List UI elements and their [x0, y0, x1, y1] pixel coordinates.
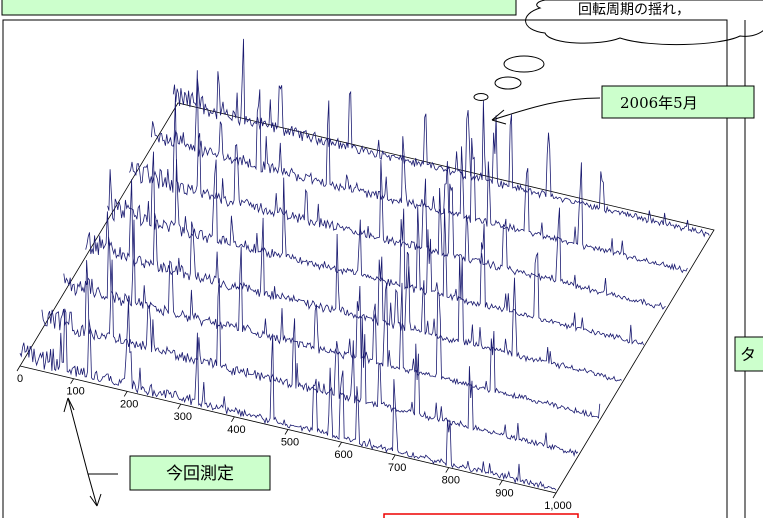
base-plane: [19, 102, 715, 494]
axis-tick-label: 900: [495, 487, 513, 499]
current-callout-text: 今回測定: [166, 464, 234, 484]
red-box: [383, 513, 579, 518]
axis-tick: [552, 492, 557, 499]
axis-tick: [391, 454, 396, 461]
top-box: [1, 0, 517, 16]
axis-tick-label: 300: [174, 411, 192, 423]
axis-tick: [231, 416, 235, 423]
axis-tick-label: 1,000: [544, 500, 572, 512]
cloud: [525, 0, 763, 46]
axis-tick-label: 400: [227, 424, 245, 436]
axis-tick-label: 800: [442, 475, 460, 487]
axis-tick-label: 0: [17, 373, 23, 385]
spectrum-trace: [107, 151, 644, 346]
spectrum-trace: [63, 219, 601, 419]
spectrum-trace: [41, 259, 579, 458]
axis-tick: [177, 403, 182, 410]
axis-tick: [445, 467, 450, 473]
current-arrow: [63, 397, 118, 507]
axis-tick-label: 200: [120, 398, 138, 410]
axis-tick: [16, 365, 21, 372]
axis-tick: [338, 441, 342, 448]
axis-tick-label: 700: [388, 462, 406, 474]
side-label: タ: [740, 345, 756, 364]
axis-tick-label: 600: [334, 449, 352, 461]
date-arrow: [491, 97, 601, 125]
axis-tick: [284, 429, 289, 435]
side-box: [734, 336, 763, 372]
date-callout: [601, 85, 755, 119]
axis-tick-label: 500: [281, 437, 299, 449]
current-callout: [129, 455, 271, 491]
bubble: [503, 55, 545, 73]
date-callout-text: 2006年5月: [620, 94, 698, 112]
spectrum-trace: [129, 97, 666, 310]
spectrum-trace: [19, 299, 557, 491]
axis-tick: [123, 391, 128, 397]
cloud-text: 回転周期の揺れ，: [578, 2, 690, 18]
spectrum-trace: [172, 38, 710, 238]
spectrum-trace: [85, 179, 622, 382]
axis-tick: [499, 480, 503, 486]
bubble: [494, 76, 522, 90]
bubble: [473, 93, 489, 101]
waterfall-plot: 0 100 200 300 400 500 600 700 800 900 1,000: [16, 38, 715, 512]
plot-frame: [2, 19, 728, 518]
axis-tick-label: 100: [66, 386, 84, 398]
axis-tick: [70, 378, 74, 384]
spectrum-trace: [151, 70, 688, 274]
